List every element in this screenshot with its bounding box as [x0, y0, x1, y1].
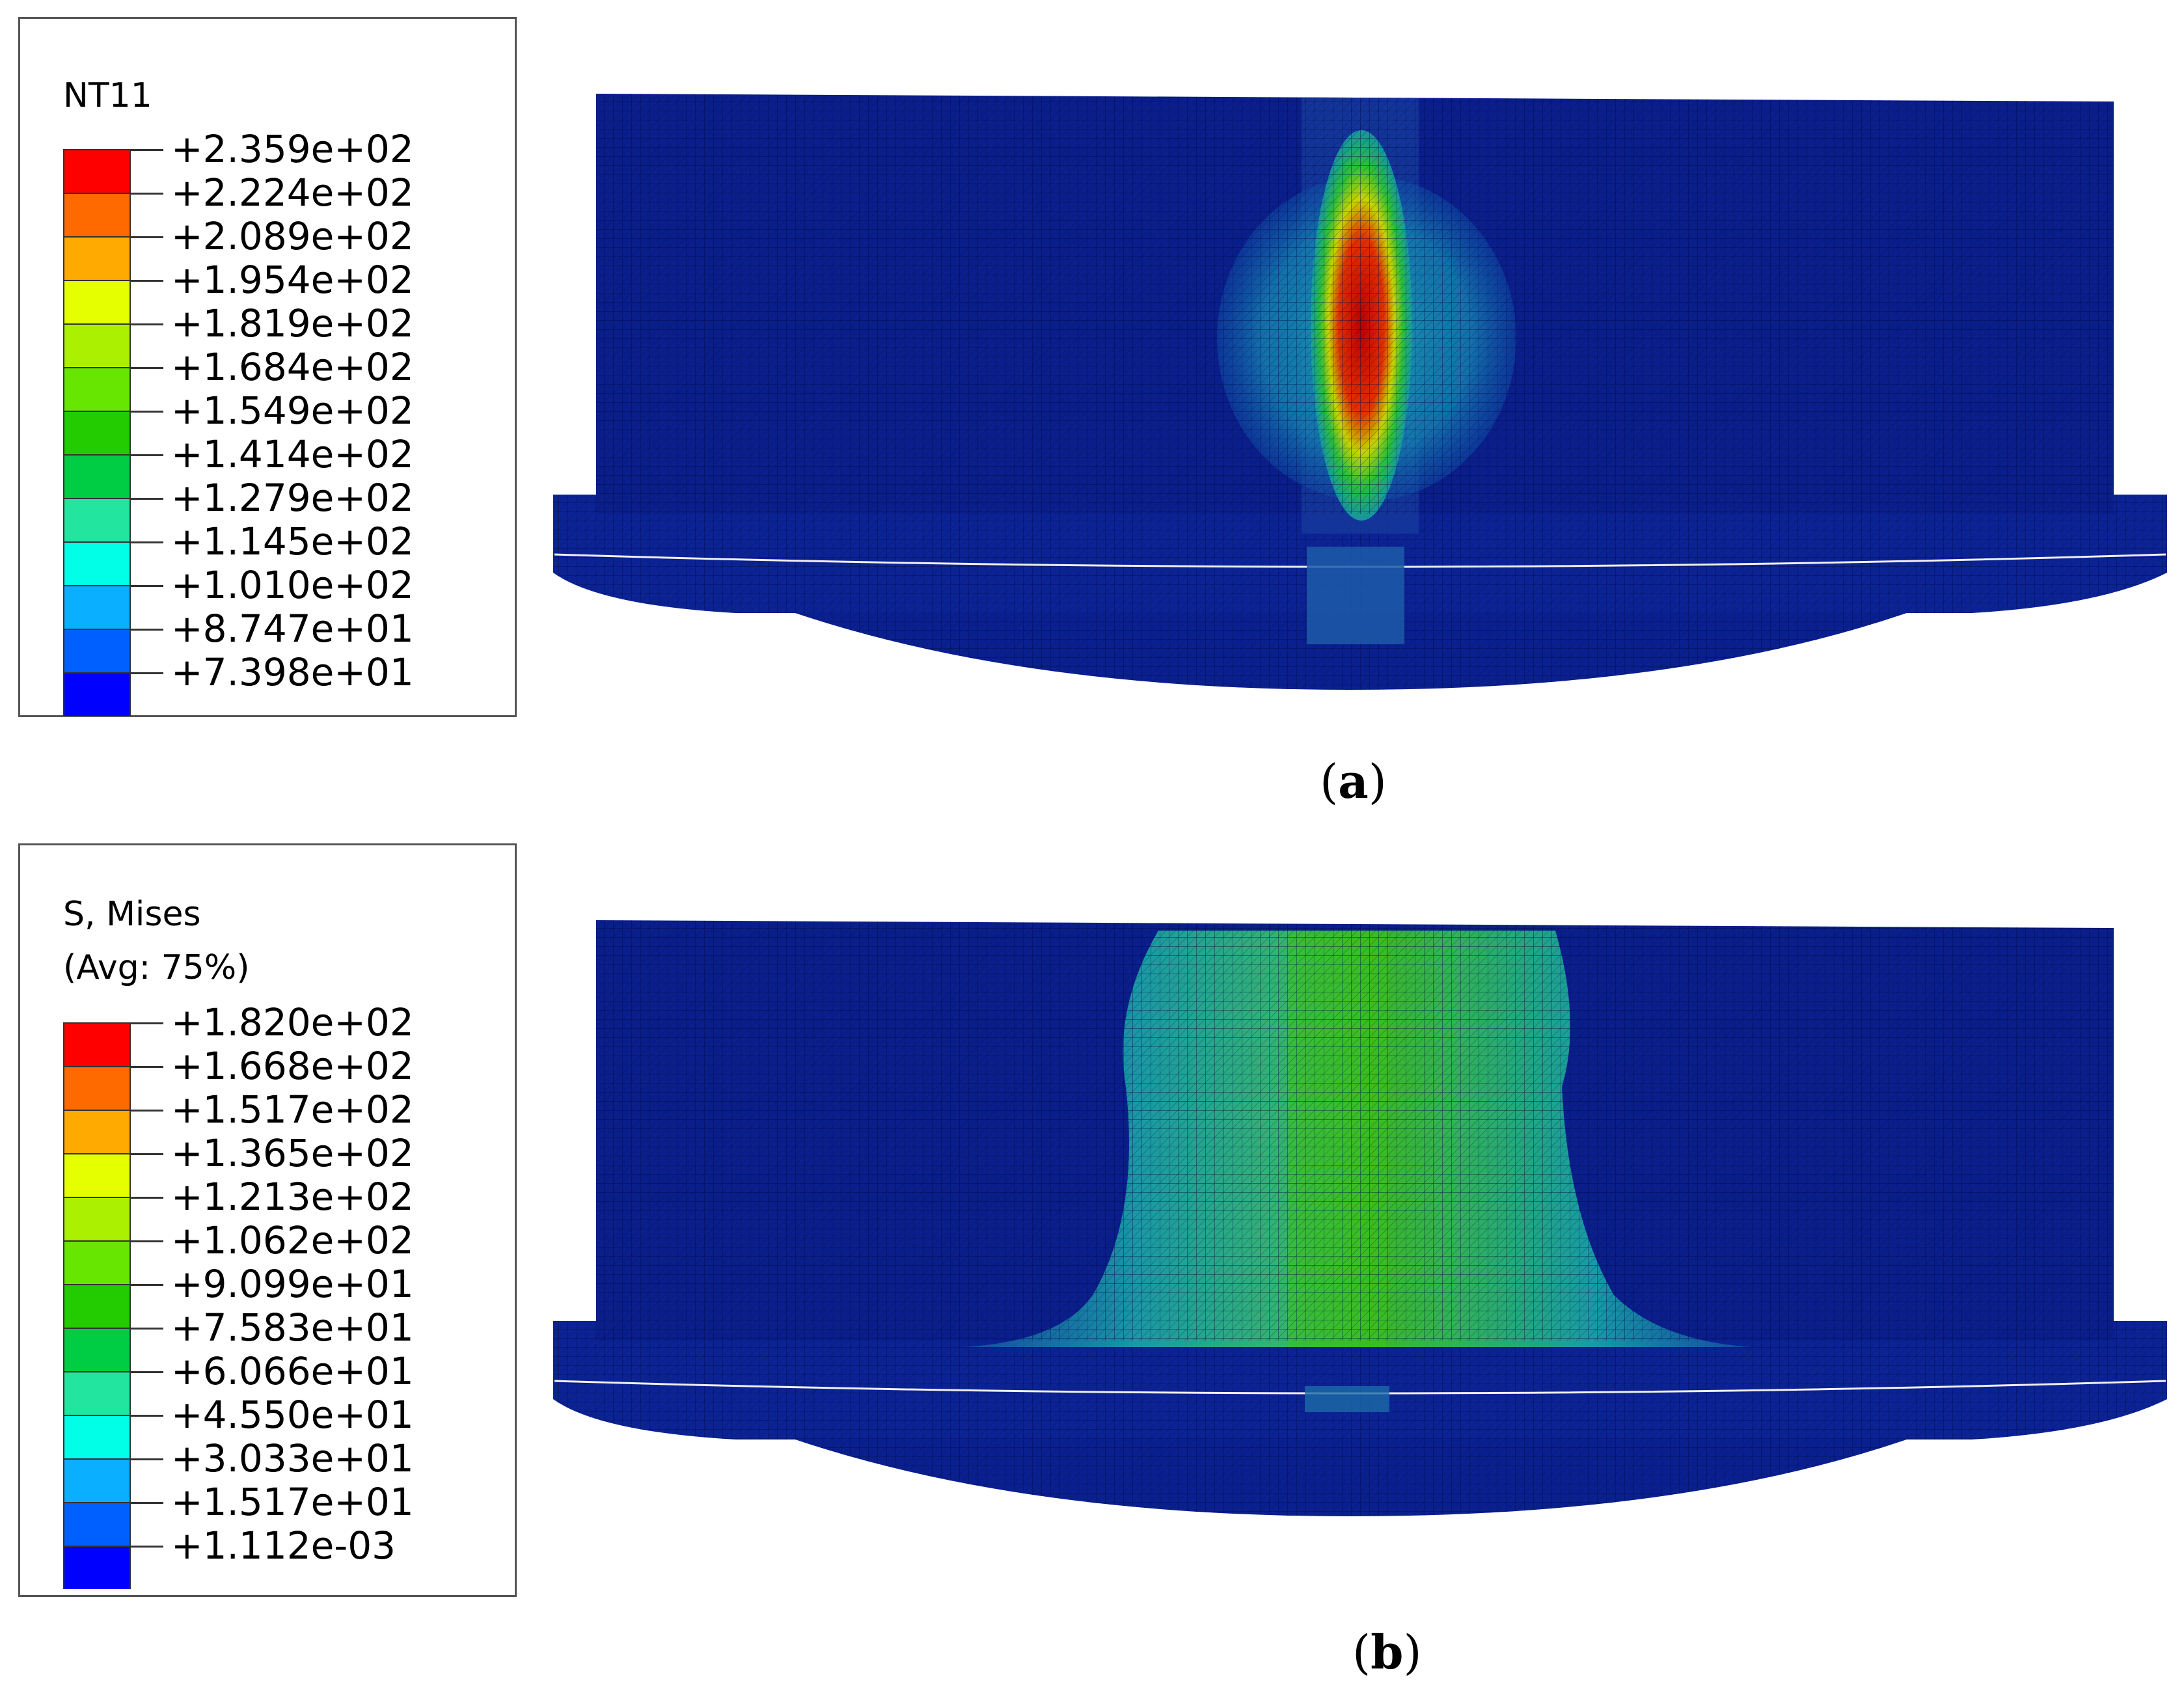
legend-tick	[130, 629, 163, 631]
legend-tick	[130, 323, 163, 325]
legend-value-label: +1.517e+02	[171, 1087, 414, 1132]
legend-tick	[130, 498, 163, 500]
legend-tick	[130, 541, 163, 543]
legend-value-label: +4.550e+01	[171, 1393, 414, 1437]
legend-title-line2: (Avg: 75%)	[63, 948, 250, 987]
legend-value-label: +6.066e+01	[171, 1349, 414, 1393]
legend-tick	[130, 411, 163, 413]
color-swatch	[64, 1022, 130, 1066]
legend-value-label: +1.517e+01	[171, 1480, 414, 1524]
legend-tick	[130, 1502, 163, 1504]
legend-value-label: +7.583e+01	[171, 1305, 414, 1350]
legend-value-label: +1.365e+02	[171, 1131, 414, 1175]
caption-a: (a)	[1320, 754, 1387, 809]
color-swatch	[64, 541, 130, 585]
legend-value-label: +8.747e+01	[171, 607, 414, 651]
color-swatch	[64, 672, 130, 716]
color-swatch	[64, 411, 130, 454]
color-swatch	[64, 1502, 130, 1546]
color-swatch	[64, 1153, 130, 1197]
color-bar	[63, 149, 131, 716]
color-bar	[63, 1022, 131, 1589]
color-swatch	[64, 1458, 130, 1502]
legend-tick	[130, 280, 163, 282]
color-swatch	[64, 1546, 130, 1589]
legend-value-label: +9.099e+01	[171, 1262, 414, 1306]
legend-value-label: +1.010e+02	[171, 563, 414, 607]
legend-tick	[130, 367, 163, 369]
legend-tick	[130, 1328, 163, 1330]
legend-tick	[130, 1240, 163, 1242]
color-swatch	[64, 236, 130, 280]
color-swatch	[64, 323, 130, 367]
legend-value-label: +1.062e+02	[171, 1218, 414, 1262]
legend-tick	[130, 193, 163, 195]
legend-tick	[130, 1371, 163, 1373]
legend-title: NT11	[63, 76, 152, 115]
color-swatch	[64, 149, 130, 193]
legend-value-label: +2.359e+02	[171, 127, 414, 171]
color-swatch	[64, 280, 130, 323]
legend-tick	[130, 1022, 163, 1024]
legend-value-label: +1.820e+02	[171, 1000, 414, 1044]
legend-tick	[130, 1458, 163, 1460]
legend-tick	[130, 149, 163, 151]
legend-tick	[130, 1153, 163, 1155]
color-swatch	[64, 1415, 130, 1458]
legend-value-label: +1.112e-03	[171, 1523, 396, 1568]
color-swatch	[64, 629, 130, 672]
legend-tick	[130, 1197, 163, 1199]
legend-tick	[130, 1284, 163, 1286]
legend-value-label: +1.213e+02	[171, 1175, 414, 1219]
contour-plot-temperature	[553, 94, 2167, 690]
legend-tick	[130, 1546, 163, 1548]
legend-value-label: +7.398e+01	[171, 650, 414, 694]
legend-value-label: +1.954e+02	[171, 258, 414, 302]
legend-tick	[130, 585, 163, 587]
legend-value-label: +1.549e+02	[171, 389, 414, 433]
caption-b: (b)	[1352, 1624, 1422, 1680]
legend-value-label: +2.089e+02	[171, 214, 414, 258]
legend-mises: S, Mises (Avg: 75%) +1.820e+02 +1.668e+02…	[18, 843, 517, 1597]
legend-value-label: +3.033e+01	[171, 1436, 414, 1480]
legend-tick	[130, 672, 163, 674]
color-swatch	[64, 367, 130, 411]
color-swatch	[64, 1328, 130, 1371]
legend-tick	[130, 454, 163, 456]
color-swatch	[64, 1240, 130, 1284]
legend-tick	[130, 236, 163, 238]
legend-value-label: +1.145e+02	[171, 519, 414, 564]
color-swatch	[64, 1371, 130, 1415]
color-swatch	[64, 1197, 130, 1240]
color-swatch	[64, 1066, 130, 1110]
legend-title-line1: S, Mises	[63, 895, 201, 934]
legend-value-label: +1.414e+02	[171, 432, 414, 476]
color-swatch	[64, 585, 130, 629]
legend-value-label: +1.668e+02	[171, 1044, 414, 1088]
legend-value-label: +1.279e+02	[171, 476, 414, 520]
color-swatch	[64, 1110, 130, 1153]
legend-tick	[130, 1066, 163, 1068]
legend-value-label: +2.224e+02	[171, 171, 414, 215]
legend-value-label: +1.819e+02	[171, 301, 414, 346]
color-swatch	[64, 193, 130, 236]
color-swatch	[64, 498, 130, 541]
color-swatch	[64, 1284, 130, 1328]
legend-tick	[130, 1110, 163, 1112]
legend-value-label: +1.684e+02	[171, 345, 414, 389]
color-swatch	[64, 454, 130, 498]
legend-nt11: NT11 +2.359e+02 +2.224e+02 +2.089e+02 +1.95…	[18, 17, 517, 717]
legend-tick	[130, 1415, 163, 1417]
contour-plot-mises-stress	[553, 920, 2167, 1516]
